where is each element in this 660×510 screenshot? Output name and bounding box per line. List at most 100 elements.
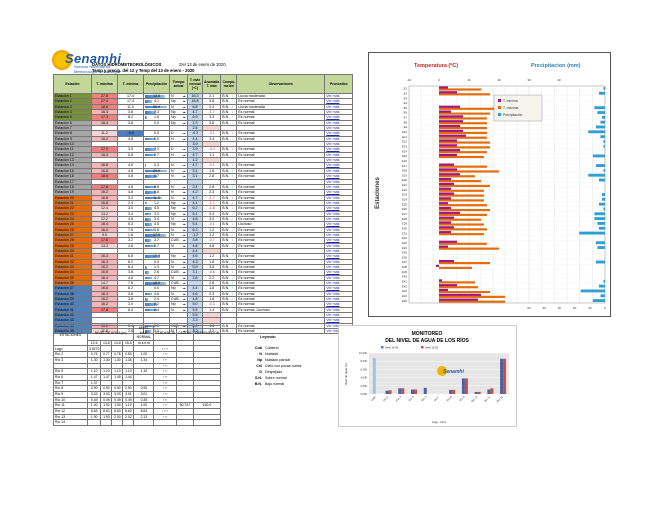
bar-precip (592, 299, 605, 303)
forecast-link[interactable]: Ver más (326, 195, 340, 200)
arrow-up-icon: ↑ (231, 291, 234, 296)
forecast-link[interactable]: Ver más (326, 126, 340, 131)
category-label: E1 (404, 87, 408, 91)
observation-cell (192, 356, 222, 364)
cloud-icon: ☁ (182, 206, 186, 211)
table-row: Estación 32 16.3 8.2 0.0 N ☁ 4.3 1.8 B.N. ↑ Es nor… (53, 258, 354, 266)
arrow-down-icon: ↓ (231, 163, 234, 168)
forecast-link[interactable]: Ver más (326, 297, 340, 302)
weather-cell: CUB ☁ (169, 269, 188, 276)
precip-value: 20.9 (153, 168, 160, 173)
arrow-up-icon: ↑ (231, 297, 234, 302)
category-label: E39 (402, 270, 407, 274)
forecast-link[interactable]: Ver más (326, 318, 340, 323)
forecast-link[interactable]: Ver más (326, 174, 340, 179)
weather-code: Np (171, 200, 176, 205)
comparison-value: B.N. (222, 238, 230, 243)
forecast-link[interactable]: Ver más (326, 270, 340, 275)
forecast-link[interactable]: Ver más (326, 323, 340, 328)
category-label: E31 (402, 231, 407, 235)
forecast-cell: Ver más (324, 306, 354, 314)
forecast-link[interactable]: Ver más (326, 227, 340, 232)
forecast-link[interactable]: Ver más (326, 110, 340, 115)
forecast-link[interactable]: Ver más (326, 94, 340, 99)
bar-tmin (439, 245, 448, 248)
forecast-link[interactable]: Ver más (326, 243, 340, 248)
forecast-link[interactable]: Ver más (326, 281, 340, 286)
cloud-icon: ☁ (182, 238, 186, 243)
forecast-link[interactable]: Ver más (326, 179, 340, 184)
forecast-link[interactable]: Ver más (326, 259, 340, 264)
arrow-up-icon: ↑ (231, 259, 234, 264)
column-header: Tiempo actual (169, 74, 188, 94)
weather-code: D (171, 131, 174, 136)
forecast-link[interactable]: Ver más (326, 200, 340, 205)
forecast-link[interactable]: Ver más (326, 136, 340, 141)
table-row: Estación 35 16.4 4.6 4.7 N ☁ 3.8 2.2 B.N. ↑ Es nor… (53, 274, 354, 282)
table-row: Río 8 0.90 0.90 0.90 0.90 0.90 ↑↑↑ (53, 385, 222, 392)
forecast-link[interactable]: Ver más (326, 206, 340, 211)
forecast-link[interactable]: Ver más (326, 313, 340, 318)
bar-tmax (439, 290, 490, 294)
forecast-link[interactable]: Ver más (326, 190, 340, 195)
precip-bar (145, 276, 152, 280)
forecast-link[interactable]: Ver más (326, 142, 340, 147)
forecast-link[interactable]: Ver más (326, 99, 340, 104)
forecast-link[interactable]: Ver más (326, 232, 340, 237)
forecast-link[interactable]: Ver más (326, 265, 340, 270)
bar-precip (595, 125, 605, 129)
forecast-link[interactable]: Ver más (326, 147, 340, 152)
bar-tmin (439, 279, 442, 282)
forecast-link[interactable]: Ver más (326, 329, 340, 334)
arrow-down-icon: ↓ (231, 222, 234, 227)
forecast-link[interactable]: Ver más (326, 222, 340, 227)
level-value: 3.01 (133, 390, 155, 398)
forecast-link[interactable]: Ver más (326, 184, 340, 189)
table-row: Estación 23 13.2 3.4 3.3 Np ☁ 5.1 3.3 B.N. ↑ Es no… (53, 210, 354, 217)
forecast-cell: Ver más (324, 279, 354, 287)
forecast-link[interactable]: Ver más (326, 286, 340, 291)
comparison-value: B.N. (222, 329, 230, 334)
level-value (133, 419, 155, 427)
forecast-link[interactable]: Ver más (326, 152, 340, 157)
anomaly-cell: 3.8 (201, 119, 222, 127)
table-header-row: ESTACIONES NIVEL DE AGUA (m) NIVEL MÁX. NO… (53, 324, 222, 347)
forecast-link[interactable]: Ver más (326, 211, 340, 216)
anomaly-cell: 3.8 (201, 98, 222, 105)
forecast-link[interactable]: Ver más (326, 131, 340, 136)
precip-value: 0.0 (154, 120, 159, 125)
precip-bar (145, 148, 156, 152)
forecast-link[interactable]: Ver más (326, 307, 340, 312)
observation-cell (192, 390, 222, 398)
arrow-up-icon: ↑ (231, 115, 234, 120)
forecast-link[interactable]: Ver más (326, 168, 340, 173)
forecast-link[interactable]: Ver más (326, 120, 340, 125)
table-row: Estación 17 Ver más (53, 178, 354, 185)
forecast-link[interactable]: Ver más (326, 216, 340, 221)
forecast-link[interactable]: Ver más (326, 104, 340, 109)
category-label: E6 (404, 111, 408, 115)
precip-bar (145, 137, 155, 141)
forecast-link[interactable]: Ver más (326, 238, 340, 243)
weather-code: N (171, 195, 174, 200)
forecast-link[interactable]: Ver más (326, 115, 340, 120)
legend-value: Cielo con pocas nubes (265, 364, 302, 368)
bar-tmin (439, 168, 457, 171)
arrow-up-icon: ↑ (231, 184, 234, 189)
forecast-link[interactable]: Ver más (326, 275, 340, 280)
legend-item: D Despejado (250, 369, 301, 375)
anomaly-cell: -0.1 (201, 221, 222, 228)
bar-precip (600, 120, 605, 124)
forecast-link[interactable]: Ver más (326, 291, 340, 296)
forecast-cell: Ver más (324, 130, 354, 137)
forecast-link[interactable]: Ver más (326, 302, 340, 307)
bar-precip (579, 231, 605, 235)
forecast-link[interactable]: Ver más (326, 254, 340, 259)
bar-precip (594, 212, 605, 216)
precip-bar (145, 223, 152, 226)
forecast-link[interactable]: Ver más (326, 163, 340, 168)
forecast-link[interactable]: Ver más (326, 248, 340, 253)
forecast-link[interactable]: Ver más (326, 158, 340, 163)
bar-tmax (439, 208, 490, 212)
arrow-up-icon: ↑ (231, 232, 234, 237)
